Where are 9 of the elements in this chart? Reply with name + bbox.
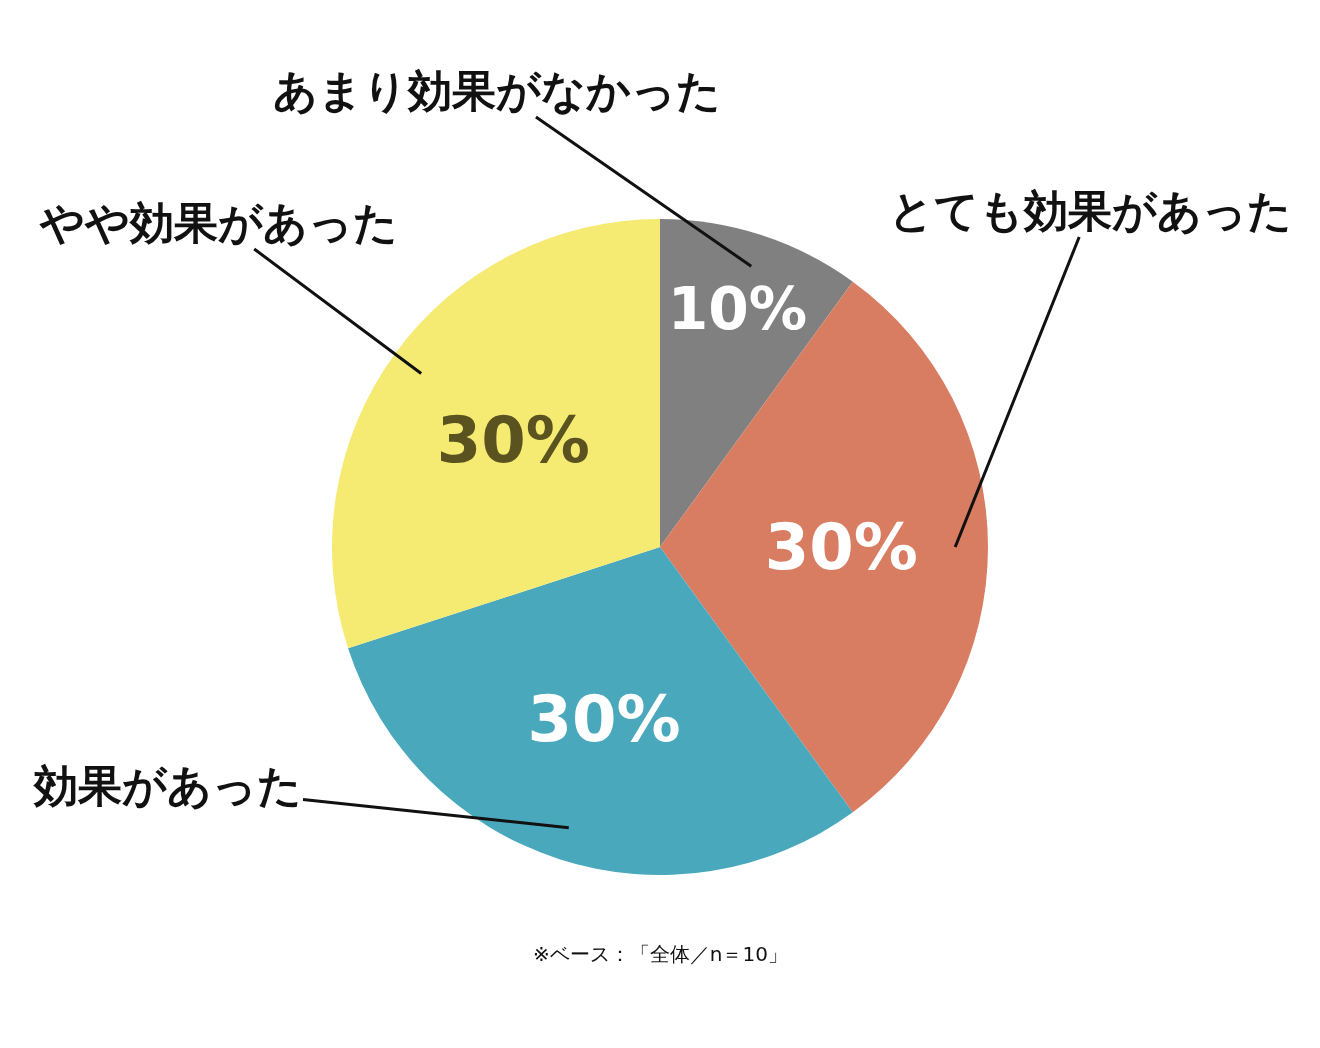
data-label: 10% <box>667 274 808 343</box>
data-label: 30% <box>436 403 590 478</box>
slice-label: 効果があった <box>33 760 302 811</box>
slice-label: あまり効果がなかった <box>273 65 721 116</box>
slice-label: とても効果があった <box>889 185 1292 236</box>
slice-label: やや効果があった <box>39 197 398 248</box>
data-label: 30% <box>527 682 681 757</box>
data-label: 30% <box>764 510 918 584</box>
text: ※ベース：「全体／n＝10」 <box>533 942 788 966</box>
